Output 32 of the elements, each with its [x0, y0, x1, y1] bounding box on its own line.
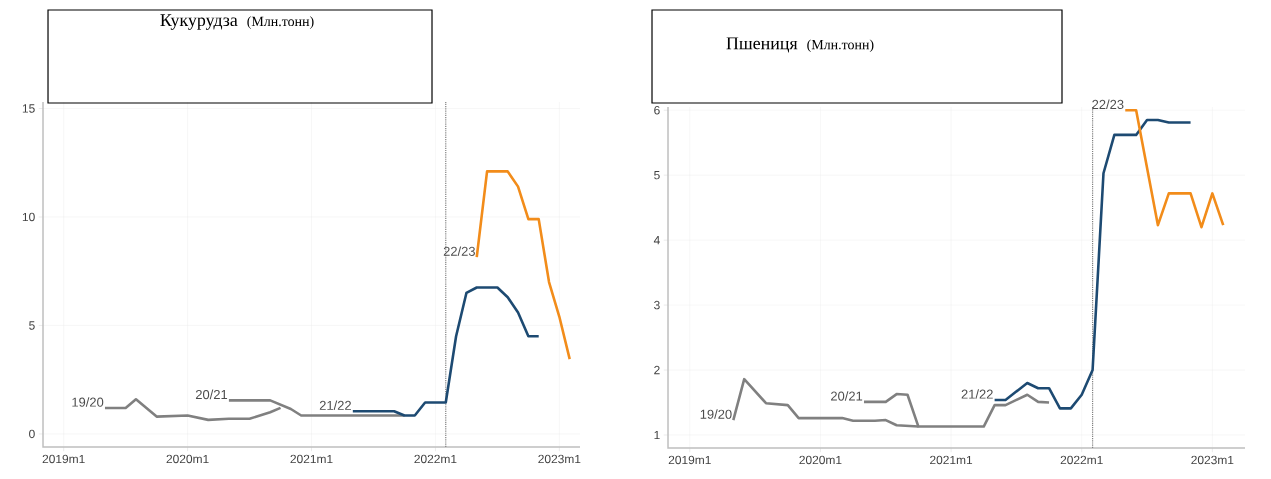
y-tick-label: 5 — [654, 171, 660, 180]
x-tick-label: 2022m1 — [414, 454, 457, 464]
chart-subtitle: (Млн.тонн) — [807, 39, 874, 53]
x-tick-label: 2020m1 — [166, 454, 209, 464]
chart-title: Кукурудза — [160, 14, 238, 30]
x-tick-label: 2021m1 — [930, 455, 973, 465]
x-tick-label: 2023m1 — [1191, 455, 1234, 465]
series-label: 21/22 — [961, 389, 993, 399]
y-tick-label: 15 — [22, 104, 35, 113]
x-tick-label: 2022m1 — [1060, 455, 1103, 465]
series-label: 19/20 — [72, 397, 104, 407]
series-label: 20/21 — [831, 391, 863, 401]
y-tick-label: 0 — [29, 429, 35, 439]
y-tick-label: 3 — [654, 300, 660, 310]
x-tick-label: 2021m1 — [290, 454, 333, 464]
series-label: 21/22 — [319, 400, 351, 410]
x-tick-label: 2019m1 — [42, 454, 85, 464]
y-tick-label: 2 — [654, 365, 660, 375]
chart-subtitle: (Млн.тонн) — [247, 16, 314, 29]
series-label: 22/23 — [1092, 99, 1124, 110]
y-tick-label: 5 — [29, 321, 35, 330]
y-tick-label: 1 — [654, 430, 660, 440]
y-tick-label: 4 — [653, 236, 660, 245]
series-label: 19/20 — [700, 409, 732, 419]
series-label: 20/21 — [195, 389, 228, 400]
series-label: 22/23 — [443, 246, 475, 256]
y-tick-label: 6 — [654, 106, 660, 115]
y-tick-label: 10 — [22, 212, 35, 222]
x-tick-label: 2023m1 — [538, 454, 581, 464]
x-tick-label: 2020m1 — [799, 455, 842, 465]
x-tick-label: 2019m1 — [668, 455, 711, 465]
chart-title: Пшениця — [726, 37, 798, 53]
